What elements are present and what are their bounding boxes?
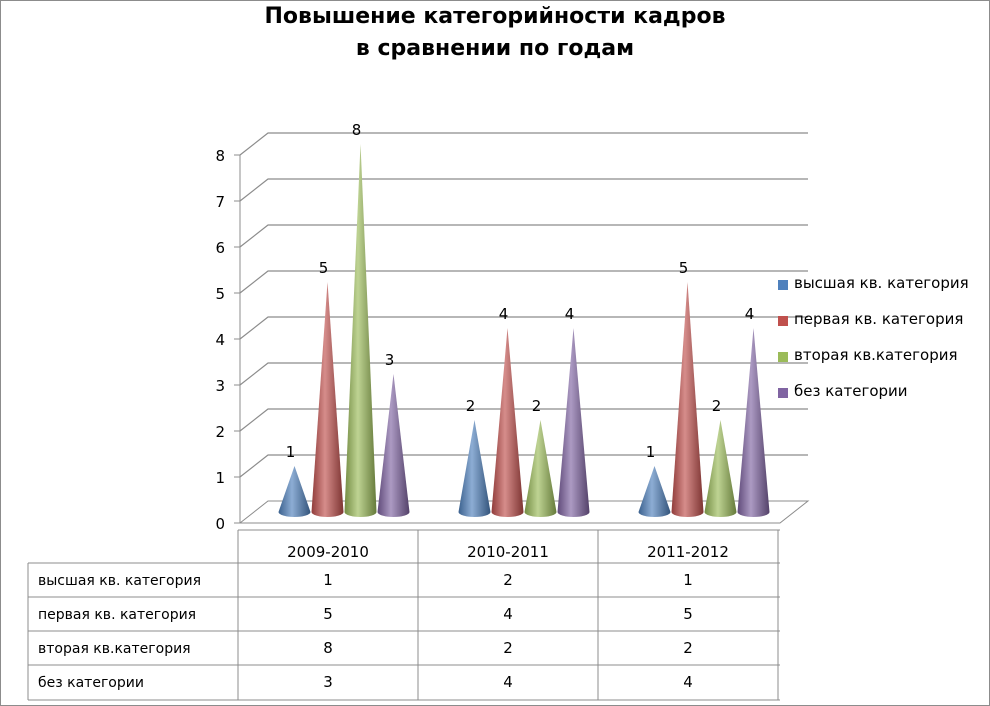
data-label: 4: [565, 305, 575, 323]
table-cell: 8: [323, 639, 333, 657]
legend-item: без категории: [778, 380, 988, 416]
data-label: 1: [646, 443, 656, 461]
data-label: 5: [679, 259, 689, 277]
gridline: [239, 408, 808, 432]
legend-item: высшая кв. категория: [778, 272, 988, 308]
chart-title-line-1: Повышение категорийности кадров: [264, 4, 726, 29]
legend-swatch: [778, 280, 788, 290]
data-label: 1: [286, 443, 296, 461]
x-category-label: 2010-2011: [467, 543, 549, 561]
cone-3-1: [344, 144, 377, 517]
x-category-label: 2011-2012: [647, 543, 729, 561]
table-cell: 4: [503, 605, 513, 623]
y-tick-label: 7: [215, 193, 225, 211]
y-tick-label: 1: [215, 469, 225, 487]
legend-swatch: [778, 388, 788, 398]
y-tick-label: 6: [215, 239, 225, 257]
cone-1-1: [278, 466, 311, 517]
data-label: 5: [319, 259, 329, 277]
table-cell: 5: [323, 605, 333, 623]
cone-4-1: [377, 374, 410, 517]
y-tick-label: 8: [215, 147, 225, 165]
data-label: 4: [745, 305, 755, 323]
cone-2-2: [491, 328, 524, 517]
table-row-label: первая кв. категория: [38, 607, 196, 623]
legend-label: высшая кв. категория: [794, 274, 969, 292]
gridline: [239, 224, 808, 248]
gridline: [239, 178, 808, 202]
table-cell: 2: [683, 639, 693, 657]
y-tick-label: 0: [215, 515, 225, 533]
gridline: [239, 454, 808, 478]
chart-legend: высшая кв. категория первая кв. категория…: [778, 272, 988, 416]
legend-swatch: [778, 316, 788, 326]
table-cell: 2: [503, 639, 513, 657]
data-label: 2: [712, 397, 722, 415]
cone-4-3: [737, 328, 770, 517]
cone-3-3: [704, 420, 737, 517]
table-cell: 4: [683, 673, 693, 691]
table-row-label: высшая кв. категория: [38, 573, 201, 589]
gridline: [239, 362, 808, 386]
legend-swatch: [778, 352, 788, 362]
data-label: 2: [466, 397, 476, 415]
gridline: [239, 316, 808, 340]
legend-item: вторая кв.категория: [778, 344, 988, 380]
table-cell: 1: [683, 571, 693, 589]
table-row-label: без категории: [38, 675, 144, 691]
legend-item: первая кв. категория: [778, 308, 988, 344]
table-cell: 2: [503, 571, 513, 589]
cone-2-1: [311, 282, 344, 517]
cone-2-3: [671, 282, 704, 517]
cone-1-2: [458, 420, 491, 517]
chart-title-line-2: в сравнении по годам: [355, 36, 635, 61]
y-tick-label: 5: [215, 285, 225, 303]
data-label: 4: [499, 305, 509, 323]
y-tick-label: 3: [215, 377, 225, 395]
table-cell: 1: [323, 571, 333, 589]
data-label: 8: [352, 121, 362, 139]
x-category-label: 2009-2010: [287, 543, 369, 561]
table-cell: 3: [323, 673, 333, 691]
table-cell: 5: [683, 605, 693, 623]
floor: [238, 500, 810, 524]
y-tick-label: 4: [215, 331, 225, 349]
legend-label: без категории: [794, 382, 908, 400]
legend-label: первая кв. категория: [794, 310, 964, 328]
cone-4-2: [557, 328, 590, 517]
table-cell: 4: [503, 673, 513, 691]
gridline: [239, 132, 808, 156]
data-label: 2: [532, 397, 542, 415]
data-label: 3: [385, 351, 395, 369]
table-row-label: вторая кв.категория: [38, 641, 191, 657]
cone-1-3: [638, 466, 671, 517]
legend-label: вторая кв.категория: [794, 346, 958, 364]
cone-3-2: [524, 420, 557, 517]
y-tick-label: 2: [215, 423, 225, 441]
gridline: [239, 270, 808, 294]
